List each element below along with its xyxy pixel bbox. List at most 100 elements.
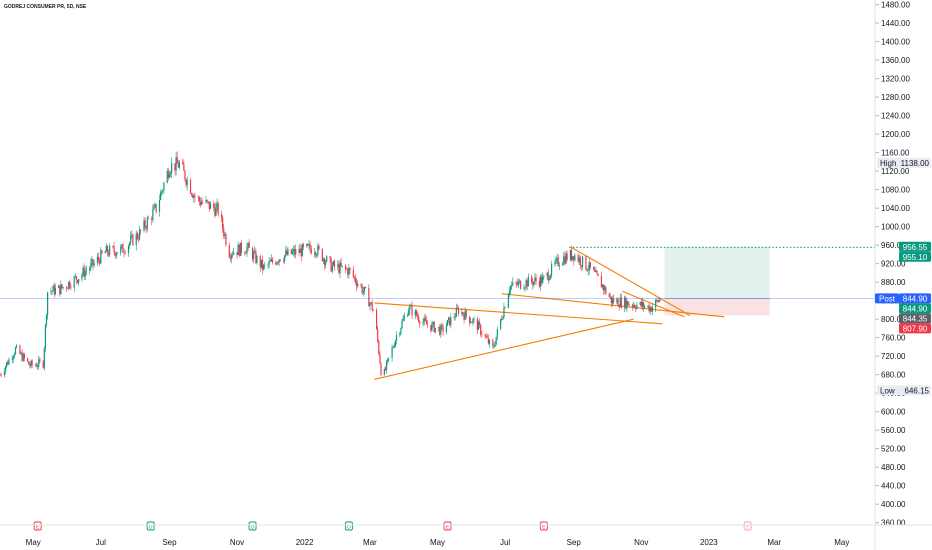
event-marker-label: E	[542, 525, 546, 531]
candle-body	[309, 244, 311, 250]
candle-body	[340, 262, 342, 267]
candle-body	[81, 274, 83, 280]
event-marker-label: E	[36, 525, 40, 531]
candle-body	[299, 248, 301, 253]
candle-body	[306, 243, 308, 247]
candle-body	[344, 265, 347, 269]
time-axis[interactable]: May Jul Sep Nov 2022 Mar May Jul Sep Nov 2023 Mar Ma…	[0, 524, 932, 547]
candle-body	[168, 174, 171, 178]
candle-body	[432, 321, 434, 324]
candle-body	[519, 280, 522, 289]
candle-body	[175, 157, 177, 171]
candle-body	[372, 310, 374, 311]
candle-body	[284, 255, 286, 262]
candle-body	[362, 290, 364, 294]
candle-body	[369, 303, 371, 307]
candle-body	[395, 335, 398, 341]
candle-body	[516, 283, 518, 286]
candle-body	[200, 202, 203, 205]
candle-body	[310, 249, 312, 254]
candle-body	[566, 253, 568, 260]
candle-body	[261, 259, 264, 270]
candle-body	[325, 261, 327, 265]
price-axis[interactable]: 360.00 400.00 440.00 480.00 520.00 560.00 600.…	[874, 0, 910, 550]
price-tag-label: 844.90	[903, 294, 928, 303]
candle-body	[531, 276, 533, 282]
event-marker-icon	[539, 521, 548, 531]
candle-body	[186, 179, 188, 185]
candle-body	[535, 277, 537, 282]
candle-body	[478, 321, 481, 326]
candle-body	[541, 276, 543, 284]
candle-body	[523, 288, 525, 290]
candle-body	[431, 323, 433, 331]
candle-body	[59, 285, 61, 295]
candle-body	[11, 359, 13, 360]
post-tag-label: Post	[879, 294, 896, 303]
candle-body	[138, 229, 141, 240]
candle-body	[352, 269, 354, 277]
candle-body	[54, 288, 56, 295]
event-marker-icon	[33, 521, 42, 531]
candle-body	[333, 261, 336, 267]
y-tick-label: 1360.00	[881, 56, 910, 65]
candle-body	[112, 246, 114, 247]
candle-body	[332, 261, 334, 266]
candle-body	[392, 347, 394, 349]
candle-body	[223, 228, 225, 236]
candle-body	[578, 257, 580, 262]
candle-body	[238, 244, 240, 256]
candle-body	[231, 254, 234, 256]
candle-body	[601, 284, 604, 288]
candle-body	[577, 255, 579, 262]
candle-body	[656, 299, 658, 301]
candle-body	[538, 281, 540, 287]
low-tag-label: Low	[880, 386, 895, 395]
long-position-tool[interactable]	[664, 246, 770, 316]
candle-body	[27, 358, 29, 362]
candle-body	[488, 339, 491, 344]
high-tag-label: High	[880, 159, 896, 168]
candle-body	[122, 244, 124, 253]
candle-body	[237, 244, 239, 255]
candle-body	[329, 256, 331, 259]
candle-body	[70, 287, 72, 289]
candle-body	[316, 254, 318, 256]
y-tick-label: 520.00	[881, 445, 906, 454]
candle-body	[587, 270, 589, 271]
trendline-drawings[interactable]	[374, 246, 725, 380]
candle-body	[163, 182, 165, 191]
reference-lines	[0, 246, 875, 299]
candle-body	[4, 366, 7, 372]
candle-body	[217, 203, 219, 215]
candle-body	[0, 374, 2, 376]
candle-body	[123, 252, 125, 254]
candle-body	[300, 248, 302, 257]
candle-body	[542, 276, 544, 284]
candle-body	[171, 163, 173, 173]
candle-body	[92, 259, 94, 266]
candle-body	[28, 361, 30, 365]
candle-body	[52, 285, 54, 291]
price-tag	[899, 293, 931, 304]
candle-body	[214, 208, 216, 216]
candle-body	[155, 204, 157, 212]
candle-body	[608, 293, 610, 298]
candle-body	[440, 325, 442, 335]
candle-body	[371, 302, 373, 311]
candle-body	[380, 363, 382, 376]
y-tick-label: 400.00	[881, 500, 906, 509]
candle-body	[524, 287, 526, 289]
candle-body	[394, 340, 397, 347]
candle-body	[517, 281, 519, 286]
candle-body	[556, 257, 558, 260]
candle-body	[465, 310, 467, 317]
x-tick-label: May	[834, 538, 849, 547]
candle-body	[424, 317, 426, 321]
price-tag	[899, 251, 931, 262]
candle-body	[447, 317, 450, 320]
candle-body	[620, 297, 622, 308]
candle-body	[330, 258, 332, 272]
candle-body	[96, 256, 99, 263]
